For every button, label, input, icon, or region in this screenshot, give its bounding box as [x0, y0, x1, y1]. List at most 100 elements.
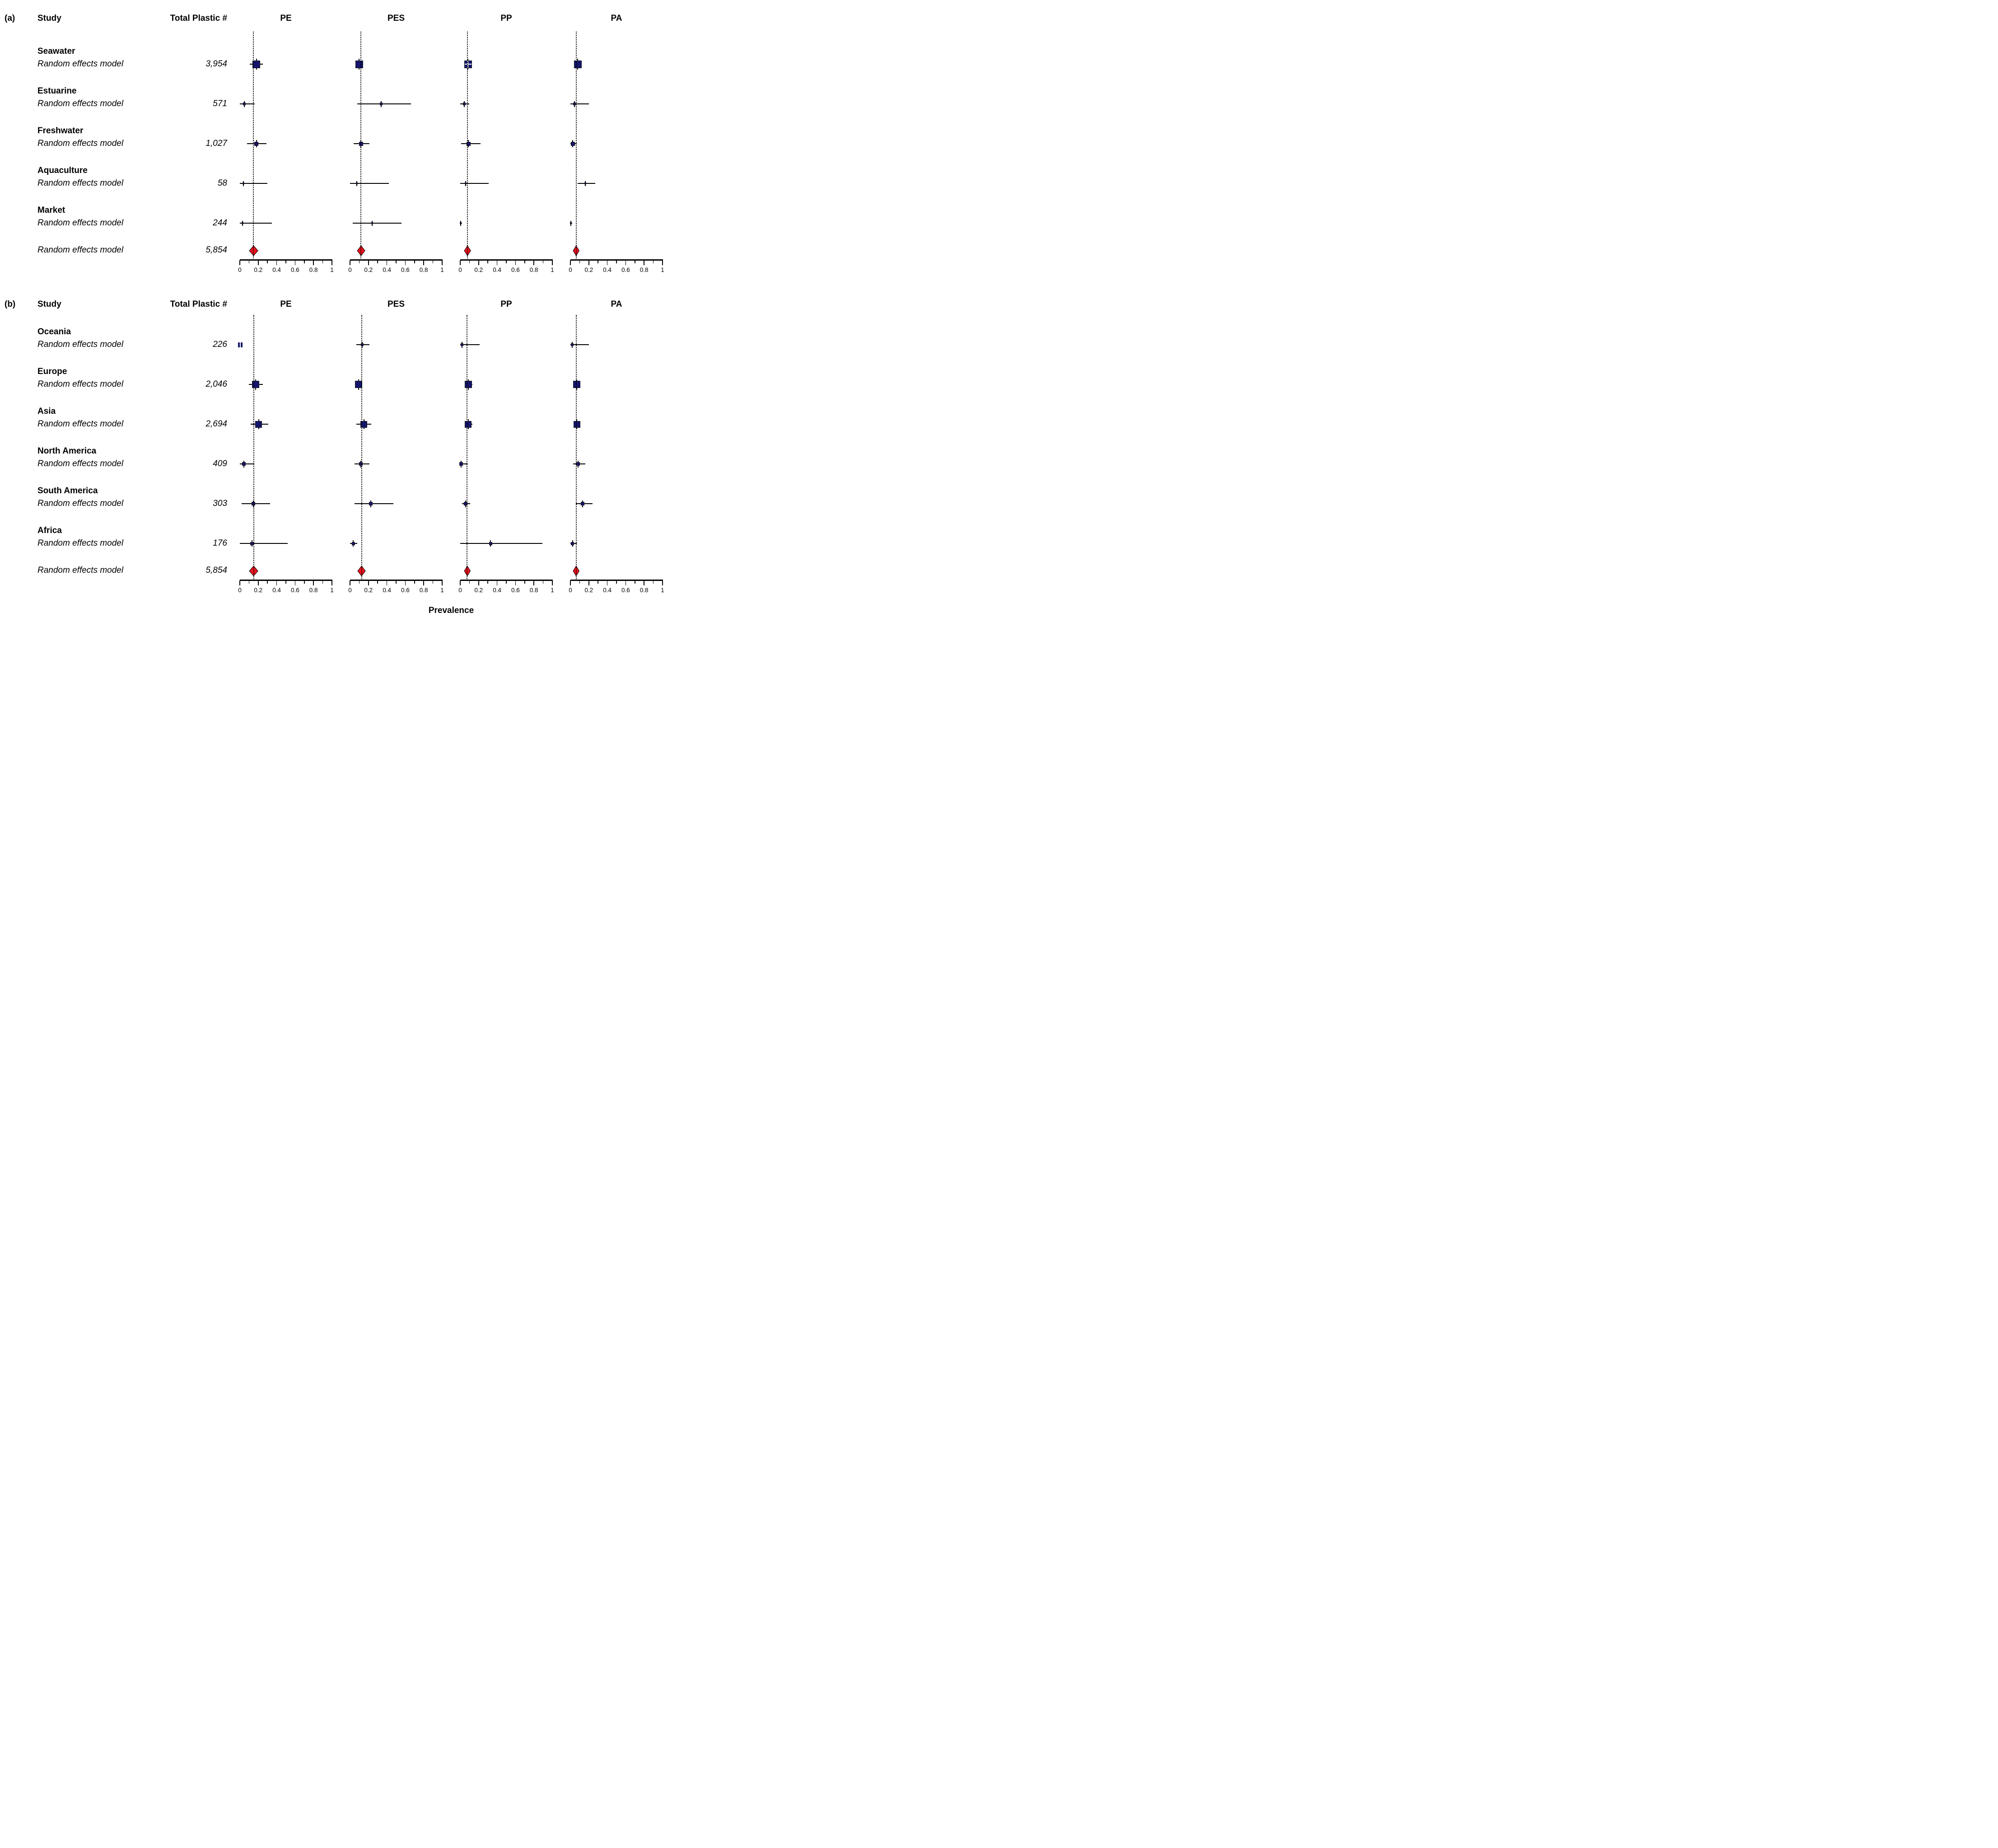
ci-line [240, 463, 254, 464]
panel-b-rows: Oceania Random effects model 226 Europe Rand… [4, 326, 666, 604]
panel-b-header-left: (b) Study [4, 299, 150, 309]
axis-tick-label: 0 [238, 587, 242, 594]
ci-line [353, 223, 402, 224]
axis-tick-label: 0.8 [529, 587, 538, 594]
axis-tick [607, 260, 608, 265]
axis-tick [313, 260, 314, 265]
axis-tick-label: 0.6 [401, 587, 410, 594]
axis-tick-label: 0.6 [401, 267, 410, 273]
point-estimate-square [380, 103, 383, 105]
forest-plot-figure: (a) Study Total Plastic # PE PES PP PA S… [0, 0, 666, 621]
point-estimate-square [242, 462, 246, 466]
ci-line [240, 543, 288, 544]
point-estimate-square [355, 60, 363, 68]
forest-cell-PA [570, 244, 663, 257]
axis-row: 0 0.2 0.4 0.6 0.8 1 0 0.2 0.4 0.6 0.8 1 0 0.2 0.4 0.6 0.… [4, 578, 666, 604]
total-plastic-count: 5,854 [205, 566, 227, 575]
axis-tick-label: 0.2 [254, 267, 263, 273]
axis-minor-tick [542, 260, 544, 263]
model-row: Random effects model 2,046 [4, 378, 666, 391]
summary-reference-line [253, 32, 254, 260]
axis-minor-tick [304, 580, 305, 584]
study-group: Asia Random effects model 2,694 [4, 405, 666, 445]
axis-rule [239, 259, 332, 261]
study-group: Aquaculture Random effects model 58 [4, 164, 666, 204]
point-estimate-square [369, 502, 373, 505]
axis-tick-label: 1 [330, 267, 334, 273]
total-plastic-count: 58 [217, 178, 227, 188]
panel-a: (a) Study Total Plastic # PE PES PP PA S… [4, 3, 666, 299]
forest-cell-PES [350, 497, 442, 510]
study-group-name: Aquaculture [37, 166, 88, 175]
point-estimate-square [573, 381, 581, 388]
axis-tick [607, 580, 608, 585]
axis-tick-label: 1 [440, 587, 444, 594]
axis-minor-tick [542, 580, 544, 584]
point-estimate-square [371, 222, 373, 224]
prevalence-axis: 0 0.2 0.4 0.6 0.8 1 [238, 578, 334, 594]
axis-tick-label: 1 [551, 267, 554, 273]
column-header-pa: PA [611, 299, 622, 309]
axis-tick-label: 0.8 [419, 267, 428, 273]
axis-minor-tick [524, 260, 525, 263]
axis-tick-label: 1 [661, 267, 664, 273]
axis-tick-label: 0.4 [603, 587, 612, 594]
axis-tick [588, 260, 589, 265]
axis-tick-label: 0.2 [254, 587, 263, 594]
axis-minor-tick [285, 260, 286, 263]
point-estimate-square [460, 222, 462, 224]
forest-cell-PA [570, 137, 663, 150]
axis-tick [368, 580, 369, 585]
model-label: Random effects model [37, 139, 124, 148]
forest-cell-PA [570, 497, 663, 510]
axis-tick-label: 0.2 [364, 267, 373, 273]
x-axis-title: Prevalence [428, 606, 474, 615]
model-label: Random effects model [37, 218, 124, 228]
axis-tick [331, 260, 332, 265]
forest-cell-PP [460, 338, 552, 351]
axis-tick-label: 0.6 [291, 267, 299, 273]
point-estimate-square [463, 103, 466, 105]
axis-tick-label: 0.6 [621, 267, 630, 273]
point-estimate-square [580, 502, 584, 505]
model-label: Random effects model [37, 499, 124, 508]
axis-tick [294, 580, 296, 585]
total-plastic-count: 2,046 [205, 379, 227, 389]
axis-tick [276, 580, 277, 585]
forest-cell-PES [350, 338, 442, 351]
forest-cell-PP [460, 418, 552, 430]
column-header-pes: PES [387, 14, 405, 23]
forest-cell-PES [350, 537, 442, 550]
axis-tick [239, 260, 240, 265]
axis-tick [588, 580, 589, 585]
axis-tick [258, 580, 259, 585]
forest-cell-PP [460, 137, 552, 150]
forest-cell-PA [570, 338, 663, 351]
forest-cell-PP [460, 177, 552, 190]
study-group: South America Random effects model 303 [4, 485, 666, 524]
axis-rule [570, 580, 663, 581]
axis-minor-tick [267, 260, 268, 263]
point-estimate-square [465, 381, 472, 388]
axis-tick [405, 580, 406, 585]
study-group-name: South America [37, 486, 98, 496]
axis-minor-tick [653, 260, 654, 263]
total-plastic-count: 409 [213, 459, 227, 468]
summary-reference-line [467, 32, 468, 260]
forest-cell-PE [240, 137, 332, 150]
axis-tick [423, 580, 424, 585]
axis-tick [662, 260, 663, 265]
axis-minor-tick [487, 260, 488, 263]
study-group: Europe Random effects model 2,046 [4, 365, 666, 405]
study-group-name: Market [37, 206, 65, 215]
axis-tick-label: 0.2 [474, 587, 483, 594]
axis-tick-label: 0.4 [603, 267, 612, 273]
study-group-name: Estuarine [37, 86, 77, 96]
study-group: Africa Random effects model 176 [4, 524, 666, 564]
axis-tick [570, 580, 571, 585]
forest-cell-PP [460, 98, 552, 110]
ci-line [240, 223, 272, 224]
axis-tick [533, 260, 534, 265]
model-row: Random effects model 409 [4, 458, 666, 470]
total-plastic-count: 5,854 [205, 245, 227, 255]
